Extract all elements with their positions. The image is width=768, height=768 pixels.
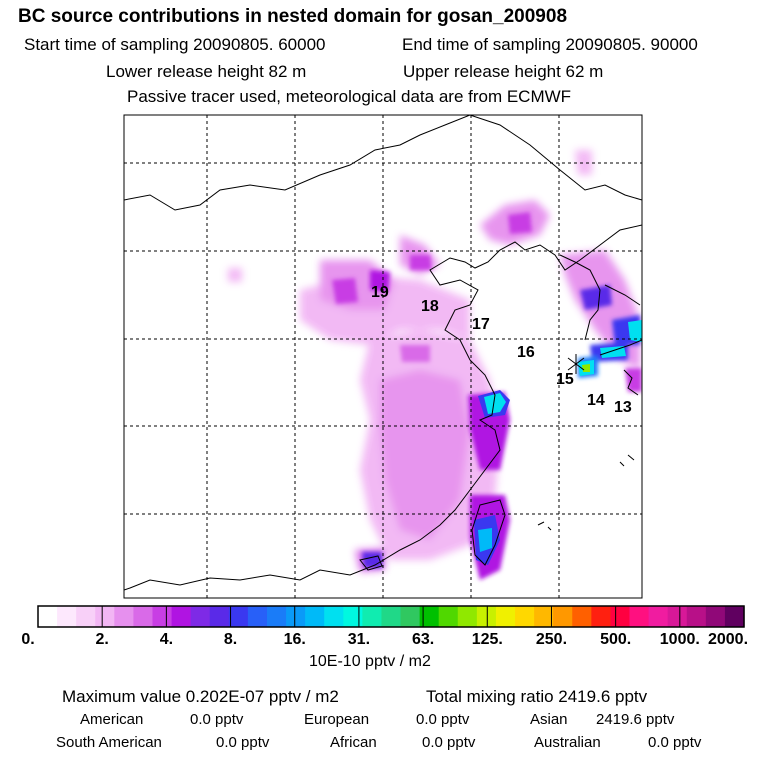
colorbar-swatch <box>343 606 363 627</box>
colorbar-swatch <box>629 606 650 627</box>
colorbar-swatch <box>495 606 516 627</box>
region-value: 0.0 pptv <box>190 711 244 728</box>
colorbar-swatch <box>38 606 58 627</box>
colorbar-tick-label: 1000. <box>660 631 700 648</box>
colorbar-unit: 10E-10 pptv / m2 <box>309 653 431 670</box>
colorbar-tick-label: 250. <box>536 631 567 648</box>
trajectory-label: 15 <box>556 371 574 388</box>
tracer-note: Passive tracer used, meteorological data… <box>127 87 572 106</box>
colorbar-tick-label: 0. <box>21 631 34 648</box>
colorbar-swatch <box>171 606 192 627</box>
upper-release-height-label: Upper release height 62 m <box>403 62 604 81</box>
colorbar-swatch <box>400 606 421 627</box>
colorbar-swatch <box>457 606 478 627</box>
trajectory-label: 14 <box>587 392 605 409</box>
colorbar-swatch <box>247 606 268 627</box>
colorbar-tick-label: 8. <box>224 631 237 648</box>
region-value: 2419.6 pptv <box>596 711 675 728</box>
plot-title: BC source contributions in nested domain… <box>18 6 568 27</box>
trajectory-label: 17 <box>472 316 490 333</box>
colorbar-swatch <box>114 606 134 627</box>
start-time-label: Start time of sampling 20090805. 60000 <box>24 35 326 54</box>
colorbar-swatch <box>591 606 612 627</box>
colorbar-tick-label: 4. <box>160 631 173 648</box>
region-name: European <box>304 711 370 728</box>
colorbar-swatch <box>57 606 77 627</box>
trajectory-label: 13 <box>614 399 632 416</box>
colorbar-swatch <box>362 606 383 627</box>
colorbar-tick-label: 125. <box>472 631 503 648</box>
colorbar-tick-label: 31. <box>348 631 370 648</box>
trajectory-label: 18 <box>421 298 439 315</box>
colorbar-swatch <box>209 606 230 627</box>
colorbar-swatch <box>286 606 306 627</box>
maximum-value: Maximum value 0.202E-07 pptv / m2 <box>62 687 339 706</box>
receptor-marker <box>567 354 585 374</box>
colorbar-swatch <box>724 606 745 627</box>
trajectory-label: 19 <box>371 284 389 301</box>
lower-release-height-label: Lower release height 82 m <box>106 62 307 81</box>
colorbar-swatch <box>228 606 249 627</box>
colorbar-swatch <box>95 606 115 627</box>
colorbar-swatch <box>686 606 707 627</box>
colorbar-swatch <box>705 606 726 627</box>
colorbar-swatch <box>381 606 402 627</box>
colorbar-swatch <box>534 606 554 627</box>
colorbar <box>38 606 745 627</box>
region-name: South American <box>56 734 162 751</box>
end-time-label: End time of sampling 20090805. 90000 <box>402 35 698 54</box>
colorbar-swatch <box>305 606 325 627</box>
total-mixing-ratio: Total mixing ratio 2419.6 pptv <box>426 687 648 706</box>
colorbar-swatch <box>438 606 459 627</box>
region-value: 0.0 pptv <box>416 711 470 728</box>
lat-lon-grid <box>124 115 642 598</box>
region-name: Australian <box>534 734 601 751</box>
colorbar-swatch <box>190 606 211 627</box>
colorbar-tick-label: 2000. <box>708 631 748 648</box>
colorbar-swatch <box>133 606 154 627</box>
colorbar-tick-label: 500. <box>600 631 631 648</box>
region-value: 0.0 pptv <box>648 734 702 751</box>
region-value: 0.0 pptv <box>422 734 476 751</box>
colorbar-swatch <box>476 606 497 627</box>
colorbar-swatch <box>266 606 287 627</box>
colorbar-swatch <box>152 606 173 627</box>
colorbar-swatch <box>515 606 535 627</box>
region-name: African <box>330 734 377 751</box>
colorbar-tick-label: 63. <box>412 631 434 648</box>
colorbar-tick-label: 2. <box>96 631 109 648</box>
trajectory-label: 16 <box>517 344 535 361</box>
colorbar-tick-label: 16. <box>284 631 306 648</box>
region-name: American <box>80 711 144 728</box>
colorbar-swatch <box>572 606 592 627</box>
colorbar-frame <box>37 605 745 628</box>
concentration-field <box>228 150 642 580</box>
region-name: Asian <box>530 711 568 728</box>
colorbar-swatch <box>419 606 440 627</box>
colorbar-swatch <box>648 606 669 627</box>
colorbar-swatch <box>667 606 688 627</box>
coastlines <box>124 115 642 591</box>
colorbar-swatch <box>553 606 573 627</box>
colorbar-swatch <box>76 606 96 627</box>
colorbar-swatch <box>324 606 344 627</box>
map-frame <box>123 114 643 599</box>
colorbar-swatch <box>610 606 631 627</box>
region-value: 0.0 pptv <box>216 734 270 751</box>
